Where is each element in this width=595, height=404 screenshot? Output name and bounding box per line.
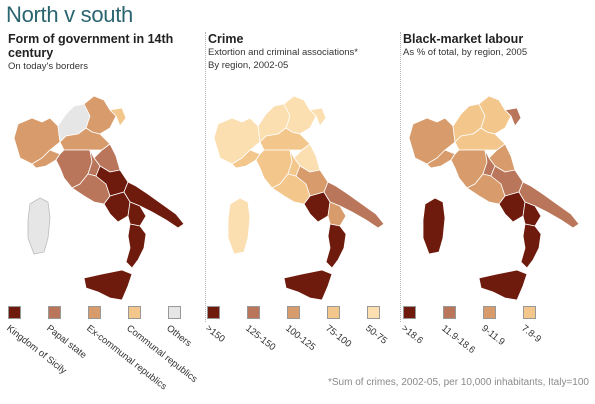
panel-title: Crime <box>208 32 244 46</box>
panel-black-market: Black-market labour As % of total, by re… <box>400 32 591 322</box>
legend-swatch <box>207 306 220 319</box>
region-sicily <box>283 269 333 301</box>
panel-title: Form of government in 14th century <box>8 32 174 60</box>
panel-government: Form of government in 14th century On to… <box>6 32 198 322</box>
legend-label: Communal republics <box>124 323 200 385</box>
region-calabria <box>125 223 147 269</box>
italy-map-crime <box>213 95 385 301</box>
region-calabria <box>325 223 347 269</box>
page-title: North v south <box>6 2 133 27</box>
panel-subtitle: As % of total, by region, 2005 <box>403 47 528 58</box>
legend-label: >150 <box>203 323 227 345</box>
region-sicily <box>83 269 133 301</box>
italy-map-government <box>13 95 185 301</box>
region-calabria <box>520 223 542 269</box>
legend-label: Others <box>164 323 194 350</box>
legend-swatch <box>168 306 181 319</box>
panel-crime: Crime Extortion and criminal association… <box>205 32 396 322</box>
region-sardinia <box>422 197 446 255</box>
legend-swatch <box>403 306 416 319</box>
legend-swatch <box>287 306 300 319</box>
region-sardinia <box>27 197 51 255</box>
legend-label: 125-150 <box>243 323 278 354</box>
legend-swatch <box>88 306 101 319</box>
region-friuli <box>504 107 522 127</box>
legend-swatch <box>483 306 496 319</box>
legend-swatch <box>443 306 456 319</box>
legend-label: 75-100 <box>323 323 354 350</box>
region-northeast <box>83 95 117 135</box>
legend-swatch <box>523 306 536 319</box>
region-northeast <box>478 95 512 135</box>
legend-swatch <box>48 306 61 319</box>
legend-swatch <box>327 306 340 319</box>
legend-label: 7.8-9 <box>519 323 544 346</box>
panel-subtitle-2: By region, 2002-05 <box>208 59 289 71</box>
legend-label: >18.6 <box>399 323 425 347</box>
region-northeast <box>283 95 317 135</box>
legend-label: 100-125 <box>283 323 318 354</box>
legend-swatch <box>367 306 380 319</box>
panel-title: Black-market labour <box>403 32 524 46</box>
legend-label: 9-11.9 <box>479 323 507 348</box>
legend-swatch <box>128 306 141 319</box>
panel-subtitle: On today's borders <box>8 61 88 72</box>
region-sicily <box>478 269 528 301</box>
italy-map-black-market <box>408 95 580 301</box>
legend-swatch <box>247 306 260 319</box>
panel-subtitle: Extortion and criminal associations* <box>208 47 358 58</box>
footnote: *Sum of crimes, 2002-05, per 10,000 inha… <box>328 377 589 388</box>
legend-label: 50-75 <box>363 323 390 347</box>
region-friuli <box>109 107 127 127</box>
legend-label: 11.9-18.6 <box>439 323 478 356</box>
region-sardinia <box>227 197 251 255</box>
legend-swatch <box>8 306 21 319</box>
region-friuli <box>309 107 327 127</box>
